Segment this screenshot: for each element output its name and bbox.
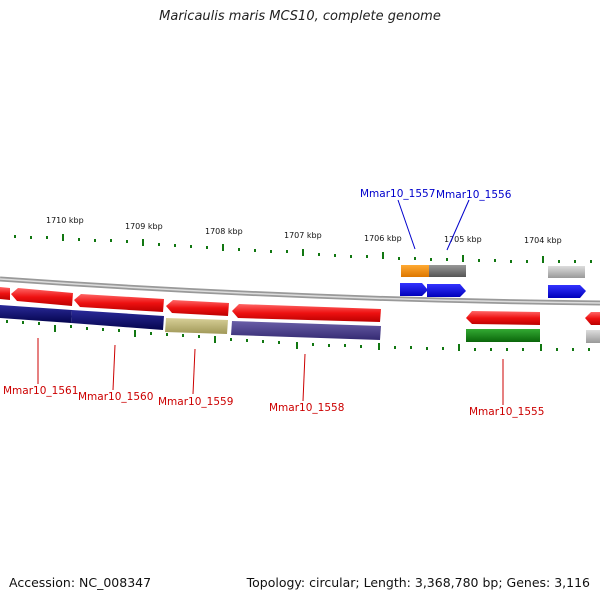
kbp-label: 1707 kbp <box>284 231 322 240</box>
gene-label-bottom: Mmar10_1561 <box>3 385 78 397</box>
gene-green[interactable] <box>466 329 540 342</box>
accession-text: Accession: NC_008347 <box>9 575 152 590</box>
gene-orange[interactable] <box>401 265 429 277</box>
leader-line <box>446 199 470 251</box>
gene-navy-b[interactable] <box>71 310 164 330</box>
kbp-label: 1710 kbp <box>46 216 84 225</box>
kbp-label: 1708 kbp <box>205 227 243 236</box>
gene-lightgray[interactable] <box>548 266 585 278</box>
gene-blue-right[interactable] <box>548 285 586 298</box>
leader-line <box>397 199 416 250</box>
gene-label-top: Mmar10_1557 <box>360 188 435 200</box>
leader-line <box>192 348 196 395</box>
gene-blue-1557[interactable] <box>400 283 428 296</box>
gene-label-bottom: Mmar10_1555 <box>469 406 544 418</box>
topology-text: Topology: circular; Length: 3,368,780 bp… <box>246 575 590 590</box>
kbp-label: 1709 kbp <box>125 222 163 231</box>
gene-label-top: Mmar10_1556 <box>436 189 512 201</box>
gene-gray[interactable] <box>429 265 466 277</box>
gene-red-1559[interactable] <box>166 300 229 316</box>
gene-red-1555[interactable] <box>466 311 540 325</box>
gene-label-bottom: Mmar10_1559 <box>158 396 233 408</box>
gene-label-bottom: Mmar10_1560 <box>78 391 153 403</box>
leader-line <box>112 344 116 391</box>
gene-red-1558[interactable] <box>232 304 381 322</box>
gene-blue-1556[interactable] <box>427 284 466 297</box>
leader-line <box>302 353 306 402</box>
gene-lightgray-low[interactable] <box>586 330 600 343</box>
kbp-label: 1706 kbp <box>364 234 402 243</box>
gene-olive[interactable] <box>165 318 228 334</box>
kbp-label: 1704 kbp <box>524 236 562 245</box>
gene-red-right-edge[interactable] <box>585 312 600 325</box>
gene-red-1561[interactable] <box>11 288 73 306</box>
gene-slate[interactable] <box>231 321 381 340</box>
gene-label-bottom: Mmar10_1558 <box>269 402 344 414</box>
gene-red-1560[interactable] <box>74 294 164 312</box>
gene-red-left-edge[interactable] <box>0 287 10 300</box>
gene-navy-a[interactable] <box>0 305 72 323</box>
genome-title: Maricaulis maris MCS10, complete genome <box>159 9 441 24</box>
kbp-label: 1705 kbp <box>444 235 482 244</box>
lower-tick-row <box>6 320 590 351</box>
upper-tick-row <box>14 234 592 263</box>
